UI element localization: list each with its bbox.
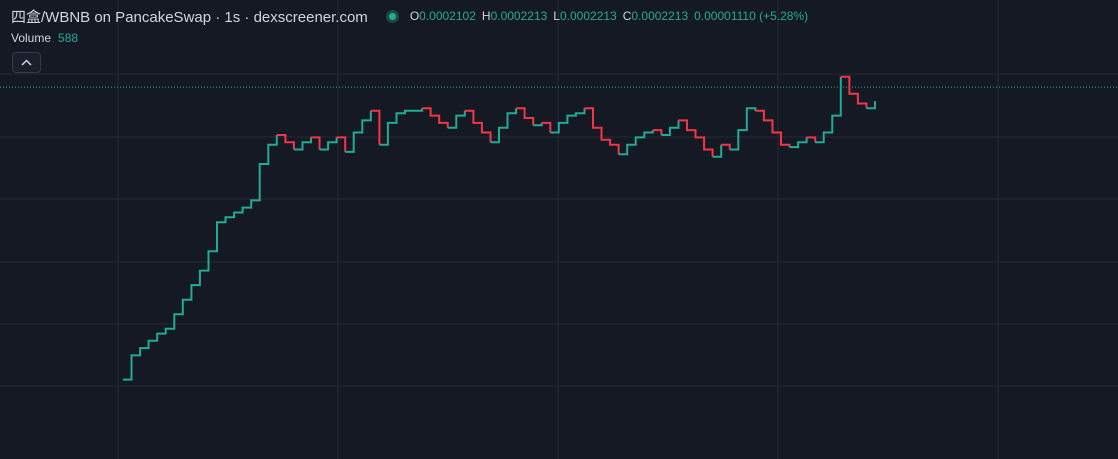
chart-header: 四盒/WBNB on PancakeSwap · 1s · dexscreene…: [11, 6, 808, 26]
up-candle-run: [293, 137, 312, 151]
close-value: 0.0002213: [631, 9, 689, 23]
down-candle-run: [721, 143, 731, 150]
high-label: H: [481, 9, 491, 23]
up-candle-run: [319, 137, 338, 151]
down-candle-run: [541, 121, 552, 133]
up-candle-run: [618, 130, 654, 156]
up-candle-run: [661, 120, 680, 136]
up-candle-run: [729, 107, 757, 151]
change-value: 0.00001110 (+5.28%): [694, 9, 809, 23]
volume-value: 588: [58, 31, 79, 45]
up-candle-run: [533, 122, 543, 127]
pair-title: 四盒/WBNB on PancakeSwap · 1s · dexscreene…: [11, 8, 368, 26]
up-candle-run: [712, 144, 723, 158]
down-candle-run: [755, 109, 791, 148]
chevron-up-icon: [21, 59, 32, 66]
down-candle-run: [840, 75, 868, 109]
up-candle-run: [447, 110, 466, 129]
down-candle-run: [422, 107, 449, 128]
down-candle-run: [652, 129, 663, 135]
open-label: O: [409, 9, 420, 23]
down-candle-run: [464, 109, 492, 143]
up-candle-run: [550, 108, 586, 134]
up-candle-run: [866, 101, 876, 110]
ohlc-readout: O 0.0002102 H 0.0002213 L 0.0002213 C 0.0002…: [410, 9, 808, 23]
up-candle-run: [345, 110, 372, 153]
down-candle-run: [370, 109, 381, 145]
collapse-legend-button[interactable]: [12, 52, 41, 73]
volume-readout: Volume 588: [11, 31, 78, 45]
down-candle-run: [276, 134, 295, 150]
price-series: [123, 75, 876, 381]
open-value: 0.0002102: [419, 9, 476, 23]
up-candle-run: [123, 135, 278, 381]
up-candle-run: [815, 76, 842, 144]
down-candle-run: [516, 107, 535, 126]
low-label: L: [553, 9, 560, 23]
down-candle-run: [311, 136, 321, 150]
high-value: 0.0002213: [490, 9, 548, 23]
up-candle-run: [379, 108, 424, 146]
down-candle-run: [584, 107, 620, 155]
up-candle-run: [789, 137, 808, 149]
down-candle-run: [806, 136, 817, 143]
up-candle-run: [490, 108, 518, 144]
down-candle-run: [678, 119, 714, 157]
down-candle-run: [336, 136, 347, 152]
volume-label: Volume: [11, 31, 52, 45]
low-value: 0.0002213: [559, 9, 617, 23]
live-status-icon: [385, 9, 399, 23]
close-label: C: [622, 9, 632, 23]
